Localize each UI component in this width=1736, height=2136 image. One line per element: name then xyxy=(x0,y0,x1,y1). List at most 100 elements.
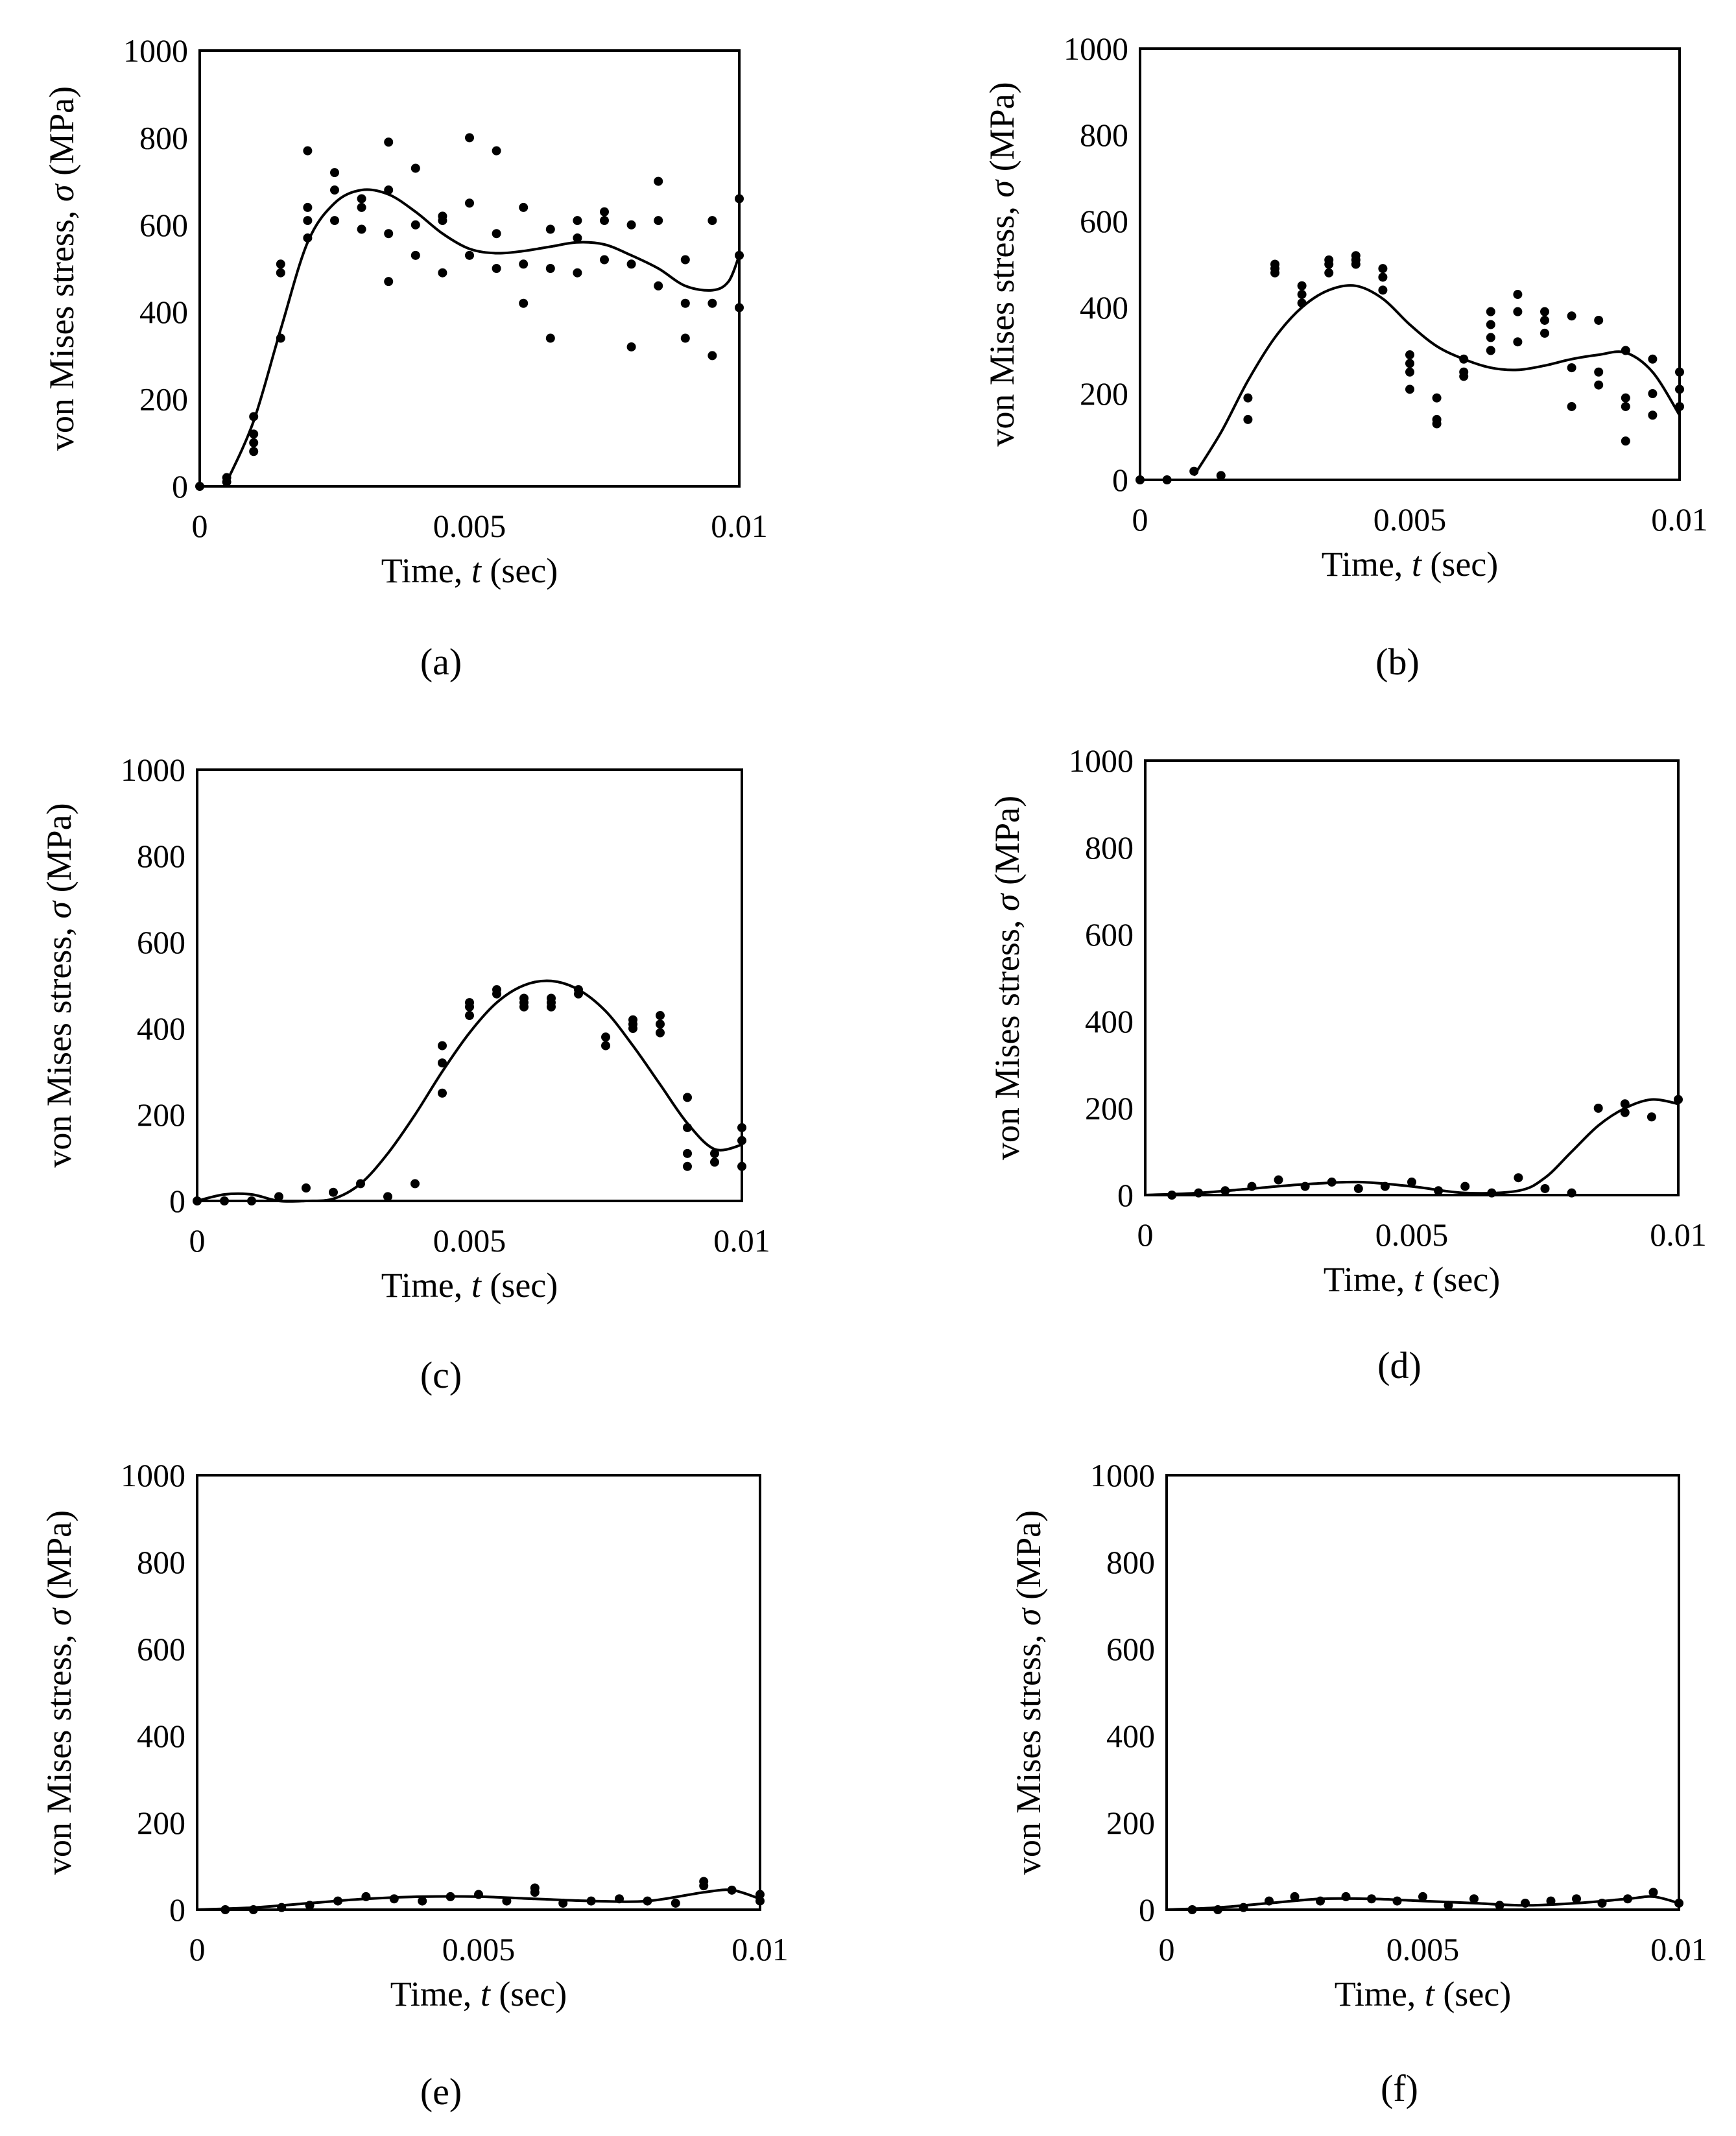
y-tick-label: 600 xyxy=(1080,203,1128,239)
y-axis-title-part-0: von Mises stress, xyxy=(988,911,1027,1160)
y-tick-label: 1000 xyxy=(123,32,188,69)
data-point xyxy=(600,255,609,265)
data-point xyxy=(1648,389,1658,398)
y-axis-title-part-1: σ xyxy=(40,1607,78,1626)
chart-panel-a: 0 200 400 600 800 1000 0 0.005 0.01 Time, t (sec)… xyxy=(42,32,768,683)
x-tick-label: 0.01 xyxy=(713,1222,770,1259)
y-tick-label: 1000 xyxy=(121,752,185,788)
data-point xyxy=(707,298,717,308)
y-tick-label: 1000 xyxy=(1090,1457,1155,1493)
y-tick-label: 400 xyxy=(139,294,188,330)
data-point xyxy=(656,1019,665,1029)
data-point xyxy=(1648,354,1658,364)
data-point xyxy=(220,1196,229,1205)
x-tick-label: 0 xyxy=(1137,1216,1154,1253)
data-point xyxy=(357,224,366,234)
data-point xyxy=(1648,1888,1658,1897)
data-point xyxy=(1418,1892,1427,1901)
x-tick-label: 0.01 xyxy=(1651,501,1708,538)
data-point xyxy=(249,429,259,439)
data-point xyxy=(383,1192,392,1202)
y-axis-title-part-1: σ xyxy=(40,900,78,919)
data-point xyxy=(1405,350,1414,360)
x-axis-title-part-2: (sec) xyxy=(1421,545,1498,584)
data-point xyxy=(707,216,717,226)
y-tick-label: 0 xyxy=(169,1892,185,1928)
data-point xyxy=(1513,337,1523,347)
chart-panel-c: 0 200 400 600 800 1000 0 0.005 0.01 Time, t (sec)… xyxy=(40,752,770,1396)
data-point xyxy=(329,1187,338,1197)
data-point xyxy=(276,259,285,269)
data-point xyxy=(600,207,609,217)
data-point xyxy=(410,250,420,260)
x-axis-title-part-0: Time, xyxy=(381,551,471,590)
x-axis-title-part-2: (sec) xyxy=(481,1266,558,1305)
y-axis-title-part-0: von Mises stress, xyxy=(40,1626,78,1875)
x-tick-label: 0.005 xyxy=(433,1222,506,1259)
x-tick-label: 0 xyxy=(189,1222,206,1259)
data-point xyxy=(1486,333,1495,342)
data-point xyxy=(1486,320,1495,329)
data-point xyxy=(547,993,556,1003)
y-axis-title-part-2: (MPa) xyxy=(40,803,78,901)
data-point xyxy=(1594,380,1604,390)
panel-caption: (e) xyxy=(420,2071,462,2113)
data-point xyxy=(656,1028,665,1038)
data-point xyxy=(680,298,690,308)
fitted-curve-line xyxy=(1193,284,1681,477)
data-point xyxy=(357,202,366,212)
y-axis-title-part-0: von Mises stress, xyxy=(42,202,81,451)
data-point xyxy=(737,1135,746,1145)
y-tick-label: 600 xyxy=(1085,916,1134,953)
panel-caption: (f) xyxy=(1381,2067,1418,2109)
x-axis-title: Time, t (sec) xyxy=(1324,1260,1501,1299)
data-point xyxy=(710,1157,719,1167)
data-point xyxy=(601,1032,610,1042)
x-axis-title: Time, t (sec) xyxy=(390,1975,567,2013)
data-point xyxy=(303,216,313,226)
data-point xyxy=(545,333,555,343)
data-point xyxy=(1405,385,1414,394)
data-point xyxy=(626,220,636,230)
data-point xyxy=(683,1093,692,1102)
data-point xyxy=(330,216,339,226)
y-tick-label: 0 xyxy=(169,1183,185,1219)
x-tick-label: 0.005 xyxy=(442,1931,516,1967)
data-point xyxy=(1572,1894,1581,1904)
data-point xyxy=(735,303,744,313)
x-tick-label: 0 xyxy=(1132,501,1148,538)
data-point xyxy=(410,1179,420,1189)
y-tick-label: 800 xyxy=(139,119,188,156)
x-axis-title-part-0: Time, xyxy=(1322,545,1412,584)
data-point xyxy=(1405,359,1414,368)
y-axis-title-part-1: σ xyxy=(42,183,81,202)
data-point xyxy=(545,264,555,273)
data-point xyxy=(573,268,582,278)
plot-frame xyxy=(1165,1474,1680,1911)
data-point xyxy=(1540,315,1549,325)
x-axis-title-part-1: t xyxy=(1412,545,1423,584)
y-tick-label: 800 xyxy=(137,838,185,874)
data-point xyxy=(1324,268,1334,278)
y-tick-label: 0 xyxy=(1112,462,1128,498)
data-point xyxy=(680,333,690,343)
plot-frame xyxy=(198,49,741,488)
fitted-curve-line xyxy=(1145,1098,1679,1196)
data-point xyxy=(1513,290,1523,300)
data-point xyxy=(1648,410,1658,420)
data-point xyxy=(626,342,636,351)
x-tick-label: 0.005 xyxy=(433,508,506,544)
chart-panel-f: 0 200 400 600 800 1000 0 0.005 0.01 Time, t (sec)… xyxy=(1009,1457,1707,2109)
data-point xyxy=(465,198,474,208)
data-point xyxy=(1674,1898,1683,1908)
data-point xyxy=(671,1898,680,1908)
y-tick-label: 0 xyxy=(1139,1892,1155,1928)
panels-group: 0 200 400 600 800 1000 0 0.005 0.01 Time, t (sec)… xyxy=(40,30,1708,2113)
chart-panel-e: 0 200 400 600 800 1000 0 0.005 0.01 Time, t (sec)… xyxy=(40,1457,789,2113)
data-point xyxy=(465,998,474,1008)
data-point xyxy=(573,216,582,226)
y-tick-label: 0 xyxy=(172,468,188,504)
data-point xyxy=(737,1122,746,1132)
y-axis-title-part-1: σ xyxy=(1009,1607,1048,1626)
x-axis-title-part-1: t xyxy=(1414,1260,1425,1299)
